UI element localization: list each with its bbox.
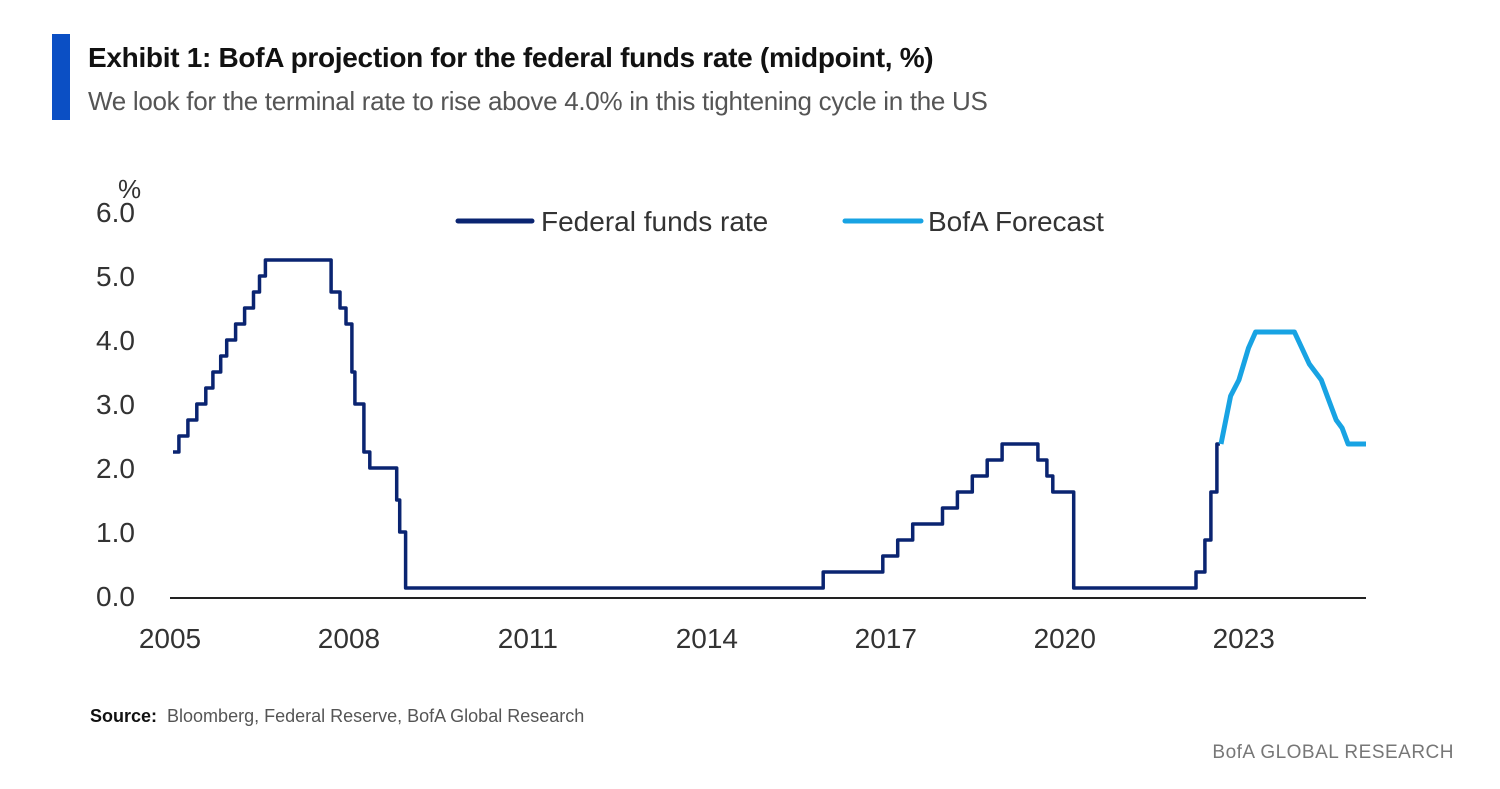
y-tick-label: 6.0: [96, 197, 135, 228]
y-tick-label: 0.0: [96, 581, 135, 612]
y-axis-unit-label: %: [118, 174, 141, 204]
y-tick-label: 2.0: [96, 453, 135, 484]
x-tick-label: 2023: [1213, 623, 1275, 654]
legend-label-bofa-forecast: BofA Forecast: [928, 206, 1104, 237]
x-tick-label: 2011: [498, 623, 558, 654]
y-tick-label: 5.0: [96, 261, 135, 292]
y-tick-label: 4.0: [96, 325, 135, 356]
x-tick-label: 2005: [139, 623, 201, 654]
x-tick-label: 2017: [855, 623, 917, 654]
x-tick-label: 2008: [318, 623, 380, 654]
series-line-federal-funds-rate: [173, 258, 1220, 590]
y-tick-label: 1.0: [96, 517, 135, 548]
chart-title: Exhibit 1: BofA projection for the feder…: [88, 42, 934, 73]
title-accent-bar: [52, 34, 70, 120]
series-line-bofa-forecast: [1218, 329, 1366, 447]
legend-label-federal-funds-rate: Federal funds rate: [541, 206, 768, 237]
y-tick-label: 3.0: [96, 389, 135, 420]
source-note: Source: Bloomberg, Federal Reserve, BofA …: [90, 706, 584, 727]
x-tick-label: 2014: [676, 623, 738, 654]
source-label: Source:: [90, 706, 158, 726]
brand-footer: BofA GLOBAL RESEARCH: [1212, 742, 1454, 763]
source-text: Bloomberg, Federal Reserve, BofA Global …: [167, 706, 585, 726]
x-tick-label: 2020: [1034, 623, 1096, 654]
legend: Federal funds rate BofA Forecast: [455, 206, 1104, 237]
chart-subtitle: We look for the terminal rate to rise ab…: [88, 86, 988, 116]
